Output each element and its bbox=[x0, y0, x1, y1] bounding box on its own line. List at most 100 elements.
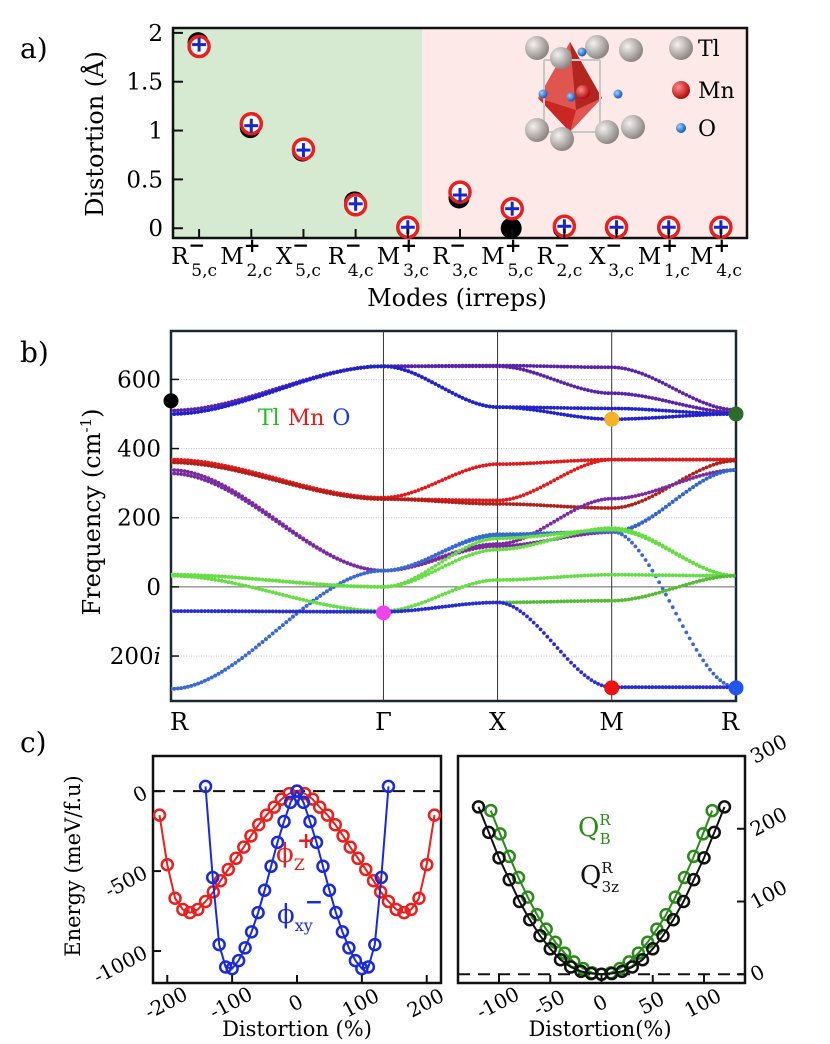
band-point bbox=[335, 583, 339, 588]
band-point bbox=[291, 609, 295, 614]
band-15 bbox=[171, 600, 736, 690]
a-ytick-label: 1.5 bbox=[126, 70, 163, 96]
ylabel-sup: -1 bbox=[77, 418, 95, 433]
band-point bbox=[548, 410, 553, 415]
band-point bbox=[684, 573, 689, 578]
band-point bbox=[525, 614, 529, 619]
band-point bbox=[701, 400, 706, 405]
band-point bbox=[511, 502, 516, 506]
panel-a-x-axis: R− 5,cM+ 2,cX− 5,cR− 4,cM+ 3,cR− 3,cM+ 5,cR− 2,c… bbox=[171, 229, 742, 281]
band-point bbox=[270, 389, 275, 394]
band-point bbox=[718, 575, 723, 579]
band-point bbox=[487, 534, 492, 539]
band-point bbox=[250, 576, 255, 581]
band-point bbox=[511, 600, 516, 605]
band-point bbox=[586, 501, 590, 506]
band-point bbox=[284, 481, 289, 485]
band-point bbox=[314, 488, 319, 493]
band-point bbox=[565, 382, 570, 387]
band-point bbox=[664, 415, 668, 419]
band-point bbox=[189, 461, 194, 466]
band-point bbox=[708, 408, 712, 412]
band-point bbox=[643, 497, 648, 502]
band-point bbox=[348, 494, 353, 499]
band-point bbox=[287, 617, 292, 622]
band-point bbox=[630, 416, 634, 421]
c-ytick-label: -500 bbox=[100, 860, 151, 902]
band-point bbox=[287, 384, 292, 388]
band-point bbox=[481, 579, 485, 584]
band-point bbox=[697, 468, 702, 473]
kpoint-label: R bbox=[721, 708, 740, 736]
band-point bbox=[670, 414, 675, 419]
band-point bbox=[481, 403, 485, 408]
band-point bbox=[192, 682, 197, 687]
band-point bbox=[613, 406, 617, 411]
band-point bbox=[596, 365, 600, 370]
band-point bbox=[467, 544, 472, 548]
band-point bbox=[291, 382, 295, 387]
band-point bbox=[308, 377, 312, 382]
band-point bbox=[335, 492, 339, 497]
band-point bbox=[450, 364, 455, 369]
band-point bbox=[701, 658, 706, 663]
band-point bbox=[484, 463, 489, 467]
band-point bbox=[575, 365, 580, 369]
band-point bbox=[677, 457, 682, 462]
band-point bbox=[616, 496, 621, 501]
band-point bbox=[725, 469, 729, 473]
band-point bbox=[511, 539, 516, 544]
band-point bbox=[260, 475, 265, 479]
series-point bbox=[320, 808, 335, 822]
band-point bbox=[223, 466, 228, 471]
band-point bbox=[528, 369, 533, 374]
band-point bbox=[209, 464, 214, 468]
band-point bbox=[287, 580, 292, 584]
band-point bbox=[274, 578, 278, 583]
band-point bbox=[501, 462, 506, 466]
series-line bbox=[477, 806, 726, 976]
band-point bbox=[552, 460, 556, 464]
band-point bbox=[433, 558, 438, 562]
band-point bbox=[681, 492, 685, 496]
band-point bbox=[592, 505, 597, 510]
band-point bbox=[430, 606, 434, 610]
band-point bbox=[447, 562, 451, 566]
band-point bbox=[589, 416, 594, 421]
band-point bbox=[582, 599, 587, 603]
band-point bbox=[230, 609, 234, 614]
band-point bbox=[297, 597, 302, 601]
band-point bbox=[457, 364, 462, 369]
band-point bbox=[562, 459, 567, 464]
band-point bbox=[491, 600, 495, 605]
band-point bbox=[545, 634, 550, 639]
band-point bbox=[301, 485, 306, 490]
band-point bbox=[487, 498, 492, 503]
band-point bbox=[171, 468, 173, 472]
band-point bbox=[216, 465, 221, 469]
band-point bbox=[453, 472, 458, 477]
band-point bbox=[281, 623, 285, 627]
band-point bbox=[514, 538, 519, 543]
band-point bbox=[538, 409, 543, 413]
band-point bbox=[328, 553, 333, 558]
band-point bbox=[236, 494, 241, 499]
band-point bbox=[694, 405, 699, 410]
band-point bbox=[650, 457, 655, 462]
band-point bbox=[518, 545, 523, 550]
band-point bbox=[186, 458, 190, 463]
series-point bbox=[231, 953, 246, 968]
band-point bbox=[603, 598, 607, 603]
band-point bbox=[531, 370, 536, 375]
band-point bbox=[704, 567, 709, 572]
band-point bbox=[681, 583, 685, 588]
band-point bbox=[694, 579, 699, 584]
band-point bbox=[562, 653, 567, 658]
band-point bbox=[681, 685, 685, 690]
band-point bbox=[674, 387, 678, 392]
band-point bbox=[182, 460, 187, 465]
band-point bbox=[565, 459, 570, 463]
band-point bbox=[569, 660, 573, 665]
band-point bbox=[704, 412, 709, 417]
